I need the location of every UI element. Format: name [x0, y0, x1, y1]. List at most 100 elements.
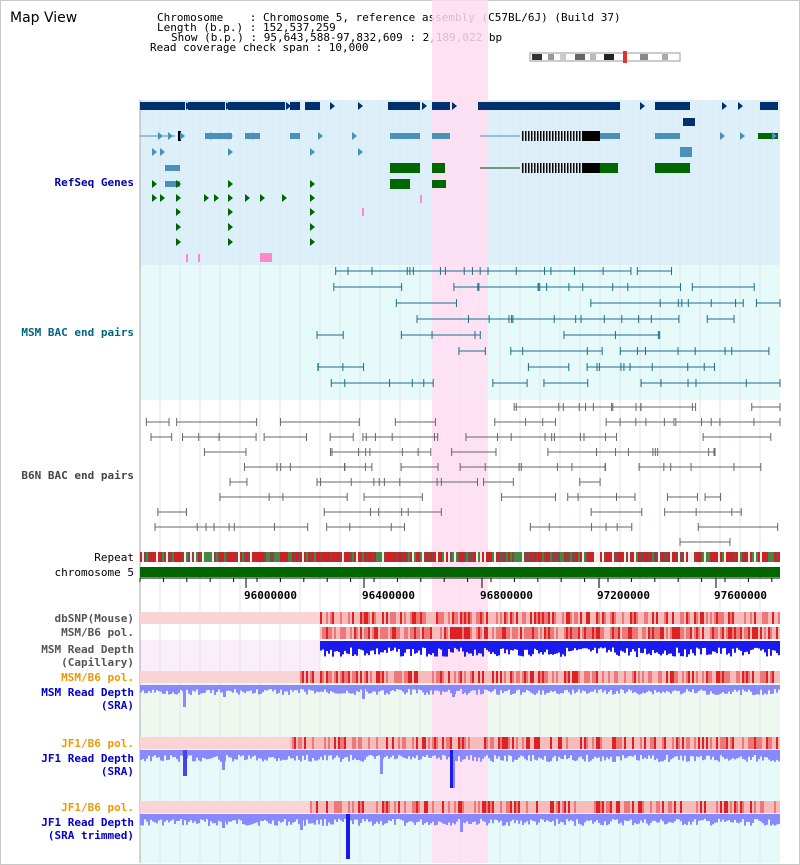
heat-cell [746, 671, 748, 683]
heat-cell [684, 612, 686, 624]
heat-cell [480, 801, 482, 813]
refseq-genes-label[interactable]: RefSeq Genes [54, 176, 134, 189]
heat-cell [548, 627, 550, 639]
heat-cell [390, 612, 392, 624]
depth-bar [446, 685, 448, 692]
depth-bar [144, 685, 146, 694]
heat-cell [746, 801, 748, 813]
depth-bar [340, 685, 342, 694]
depth-bar [448, 750, 450, 758]
repeat-cell [342, 552, 344, 562]
highlight-band [432, 0, 488, 863]
heat-cell [430, 612, 432, 624]
depth-bar [624, 750, 626, 759]
depth-bar [734, 685, 736, 690]
exon-tick [531, 131, 533, 141]
depth-bar [418, 750, 420, 761]
msm-b6-pol-sra-label[interactable]: MSM/B6 pol. [61, 671, 134, 684]
depth-bar [666, 685, 668, 691]
heat-cell [616, 627, 618, 639]
heat-cell [314, 801, 316, 813]
heat-cell [302, 671, 304, 683]
jf1-depth-sra-label[interactable]: JF1 Read Depth (SRA) [41, 752, 134, 778]
heat-cell [334, 627, 336, 639]
depth-bar [208, 814, 210, 826]
heat-cell [390, 627, 392, 639]
depth-bar [204, 685, 206, 693]
heat-cell [722, 737, 724, 749]
repeat-cell [570, 552, 572, 562]
depth-bar [144, 750, 146, 762]
msm-depth-sra-label[interactable]: MSM Read Depth (SRA) [41, 686, 134, 712]
depth-bar [656, 641, 658, 653]
b6n-bac-label[interactable]: B6N BAC end pairs [21, 469, 134, 482]
depth-bar [622, 685, 624, 690]
heat-cell [608, 671, 610, 683]
repeat-cell [740, 552, 742, 562]
repeat-cell [666, 552, 668, 562]
repeat-cell [354, 552, 356, 562]
heat-cell [448, 627, 450, 639]
depth-bar [746, 685, 748, 692]
depth-bar [650, 641, 652, 656]
repeat-cell [520, 552, 522, 562]
depth-bar [716, 685, 718, 695]
depth-bar [518, 814, 520, 824]
heat-cell [446, 627, 448, 639]
depth-bar [760, 641, 762, 651]
heat-cell [736, 627, 738, 639]
heat-cell [312, 801, 314, 813]
jf1-b6-pol-label[interactable]: JF1/B6 pol. [61, 737, 134, 750]
repeat-cell [702, 552, 704, 562]
heat-cell [488, 737, 490, 749]
repeat-cell [350, 552, 352, 562]
repeat-cell [304, 552, 306, 562]
depth-bar [766, 814, 768, 825]
gene-block [655, 102, 690, 110]
heat-cell [322, 627, 324, 639]
repeat-cell [444, 552, 446, 562]
heat-cell [408, 627, 410, 639]
depth-bar [280, 685, 282, 690]
gene-arrow [152, 194, 157, 202]
depth-bar [628, 685, 630, 690]
depth-bar [622, 641, 624, 652]
depth-bar [346, 750, 348, 757]
gene-block [165, 165, 180, 171]
jf1-b6-pol-trimmed-label[interactable]: JF1/B6 pol. [61, 801, 134, 814]
heat-cell [526, 801, 528, 813]
heat-cell [710, 737, 712, 749]
heat-cell [718, 671, 720, 683]
heat-cell [606, 627, 608, 639]
heat-cell [692, 627, 694, 639]
depth-bar [610, 641, 612, 652]
heat-cell [710, 612, 712, 624]
depth-bar [580, 685, 582, 694]
heat-cell [534, 671, 536, 683]
heat-cell [562, 737, 564, 749]
repeat-cell [430, 552, 432, 562]
heat-cell [528, 801, 530, 813]
repeat-cell [476, 552, 478, 562]
msm-depth-capillary-label[interactable]: MSM Read Depth (Capillary) [41, 643, 134, 669]
heat-cell [326, 612, 328, 624]
heat-cell [632, 627, 634, 639]
heat-cell [566, 627, 568, 639]
repeat-cell [384, 552, 386, 562]
depth-bar [236, 750, 238, 760]
exon-tick [546, 131, 548, 141]
msm-b6-pol-label[interactable]: MSM/B6 pol. [61, 626, 134, 639]
depth-bar [528, 685, 530, 691]
jf1-depth-trimmed-label[interactable]: JF1 Read Depth (SRA trimmed) [41, 816, 134, 842]
heat-cell [622, 737, 624, 749]
depth-bar [482, 685, 484, 694]
depth-bar [416, 750, 418, 756]
heat-cell [660, 671, 662, 683]
dbsnp-label[interactable]: dbSNP(Mouse) [54, 612, 134, 625]
msm-bac-label[interactable]: MSM BAC end pairs [21, 326, 134, 339]
repeat-cell [620, 552, 622, 562]
depth-bar [668, 641, 670, 654]
heat-cell [742, 627, 744, 639]
depth-bar [642, 641, 644, 654]
